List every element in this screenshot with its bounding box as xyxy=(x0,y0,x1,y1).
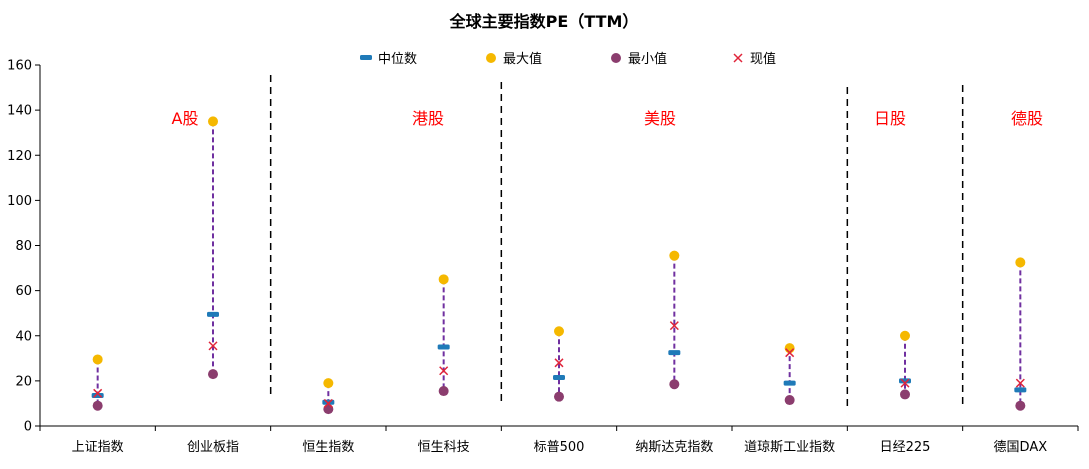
median-marker xyxy=(553,374,565,380)
current-marker xyxy=(669,321,679,331)
legend-label: 中位数 xyxy=(378,52,417,67)
current-marker-stroke xyxy=(669,321,679,331)
current-marker xyxy=(439,366,449,376)
region-dividers xyxy=(269,75,964,406)
min-point xyxy=(669,379,680,390)
legend-label: 现值 xyxy=(750,51,776,67)
x-category-label: 日经225 xyxy=(880,440,931,455)
max-point xyxy=(554,326,564,337)
max-point xyxy=(438,274,449,285)
region-label: 港股 xyxy=(412,109,444,128)
max-point xyxy=(323,378,334,389)
current-marker-stroke xyxy=(785,348,795,358)
y-tick-label: 100 xyxy=(7,194,32,209)
region-label: 美股 xyxy=(644,109,676,128)
min-point xyxy=(92,400,103,411)
median-marker xyxy=(1014,387,1027,393)
min-point xyxy=(900,389,910,400)
y-tick-label: 20 xyxy=(15,374,32,389)
max-point xyxy=(669,250,680,261)
median-marker xyxy=(437,344,450,350)
max-point xyxy=(900,330,910,341)
current-marker xyxy=(900,378,910,388)
current-marker xyxy=(93,388,103,398)
current-marker-stroke xyxy=(900,378,910,388)
max-point xyxy=(92,354,103,365)
median-marker xyxy=(207,311,219,317)
chart-title: 全球主要指数PE（TTM） xyxy=(449,12,639,31)
y-tick-label: 80 xyxy=(15,239,32,254)
region-labels: A股 港股 美股 日股 德股 xyxy=(172,109,1043,128)
median-marker xyxy=(783,380,796,386)
axes: 0 20 40 60 80 100 120 140 160 上证指数 创业板指 恒生指数 恒生科技 标普5… xyxy=(7,59,1079,455)
x-category-label: 德国DAX xyxy=(994,440,1048,455)
current-marker-stroke xyxy=(208,341,218,351)
current-marker xyxy=(1015,378,1025,388)
current-marker-stroke xyxy=(93,388,103,398)
y-tick-label: 60 xyxy=(15,284,32,299)
y-tick-label: 0 xyxy=(24,420,32,435)
max-point xyxy=(1015,257,1026,268)
current-marker xyxy=(208,341,218,351)
y-tick-label: 40 xyxy=(15,329,32,344)
legend-current-swatch xyxy=(733,53,743,63)
min-point xyxy=(1015,400,1026,411)
y-tick-label: 140 xyxy=(7,104,32,119)
x-category-label: 恒生指数 xyxy=(302,440,354,455)
current-marker-stroke xyxy=(439,366,449,376)
current-marker xyxy=(785,348,795,358)
y-tick-label: 160 xyxy=(7,59,32,74)
min-point xyxy=(208,369,218,380)
region-label: 德股 xyxy=(1011,109,1043,128)
x-category-label: 道琼斯工业指数 xyxy=(744,440,835,455)
current-marker-stroke xyxy=(1015,378,1025,388)
max-point xyxy=(208,116,218,127)
x-category-label: 恒生科技 xyxy=(418,440,470,455)
x-category-label: 创业板指 xyxy=(187,440,239,455)
legend-label: 最大值 xyxy=(503,51,542,67)
median-marker xyxy=(668,350,681,356)
current-marker xyxy=(554,358,564,368)
legend-median-swatch xyxy=(360,55,372,60)
current-marker-stroke xyxy=(554,358,564,368)
min-point xyxy=(784,395,795,406)
legend: 中位数 最大值 最小值 现值 xyxy=(360,51,776,67)
region-label: 日股 xyxy=(874,109,906,128)
x-category-label: 上证指数 xyxy=(72,440,124,455)
x-category-label: 标普500 xyxy=(534,440,585,455)
legend-min-swatch xyxy=(611,53,621,63)
current-marker xyxy=(323,398,333,408)
min-point xyxy=(554,391,564,402)
region-label: A股 xyxy=(172,109,199,128)
legend-max-swatch xyxy=(486,53,496,63)
min-point xyxy=(323,404,334,415)
y-tick-label: 120 xyxy=(7,149,32,164)
min-point xyxy=(438,386,449,397)
legend-current-stroke xyxy=(733,53,743,63)
data-marks xyxy=(91,116,1027,415)
x-category-label: 纳斯达克指数 xyxy=(635,440,713,455)
legend-label: 最小值 xyxy=(628,51,667,67)
current-marker-stroke xyxy=(323,398,333,408)
